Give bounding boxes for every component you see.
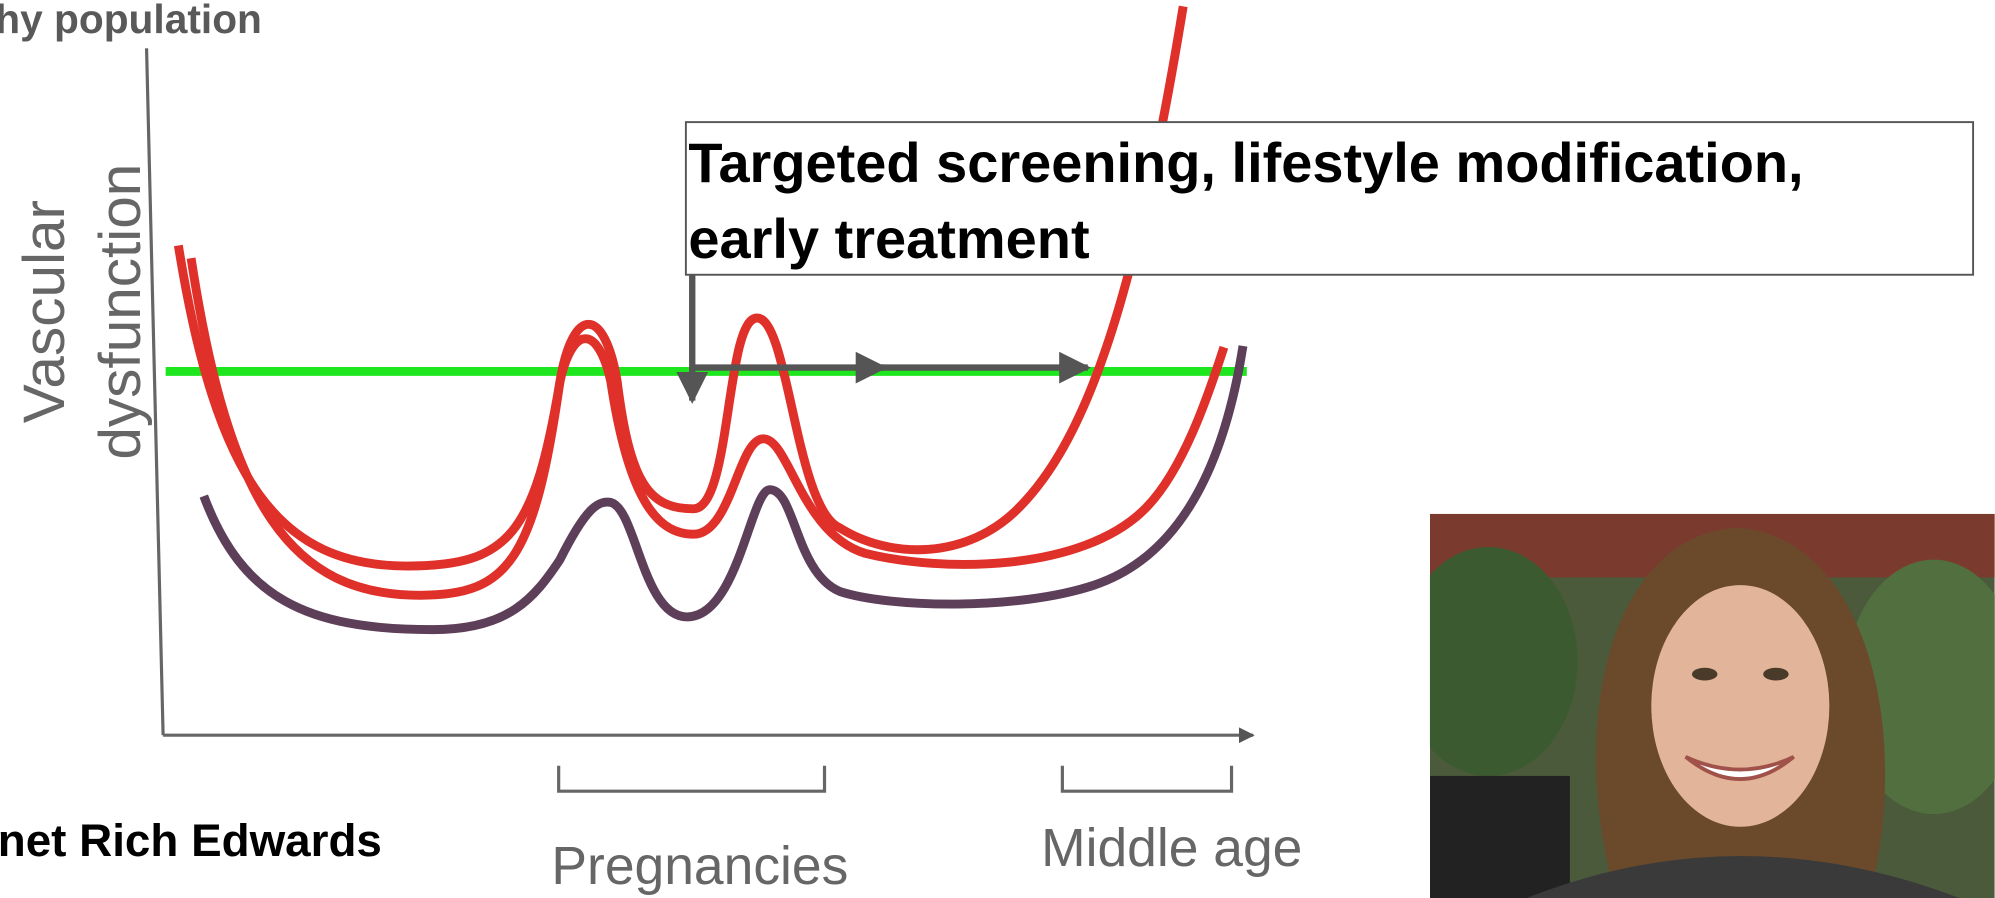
bracket-label: Middle age — [1041, 819, 1302, 878]
y-label-line: dysfunction — [88, 164, 153, 460]
curve-risk — [186, 257, 1229, 600]
photo — [1429, 513, 1995, 898]
bracket — [557, 765, 827, 793]
y-axis — [144, 48, 165, 736]
bracket-label: Pregnancies — [551, 837, 848, 896]
callout-line: early treatment — [688, 207, 1089, 270]
curve-high-risk — [173, 5, 1188, 571]
callout-box — [684, 121, 1975, 276]
header-title: hy population — [0, 0, 262, 42]
curve-healthy — [199, 345, 1248, 635]
callout-line: Targeted screening, lifestyle modificati… — [688, 131, 1803, 194]
y-axis-label: Vascular dysfunction — [12, 164, 153, 460]
credit: net Rich Edwards — [0, 815, 382, 866]
y-label-line: Vascular — [12, 200, 77, 423]
bracket — [1060, 765, 1234, 793]
